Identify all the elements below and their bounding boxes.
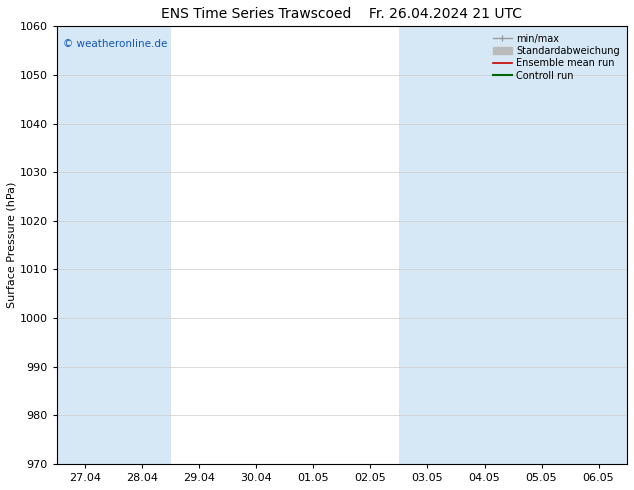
Title: ENS Time Series Trawscoed    Fr. 26.04.2024 21 UTC: ENS Time Series Trawscoed Fr. 26.04.2024… (162, 7, 522, 21)
Text: © weatheronline.de: © weatheronline.de (63, 39, 167, 49)
Bar (570, 26, 627, 464)
Bar (399, 26, 456, 464)
Bar (114, 26, 171, 464)
Y-axis label: Surface Pressure (hPa): Surface Pressure (hPa) (7, 182, 17, 308)
Bar (57, 26, 114, 464)
Bar (513, 26, 570, 464)
Bar (456, 26, 513, 464)
Legend: min/max, Standardabweichung, Ensemble mean run, Controll run: min/max, Standardabweichung, Ensemble me… (491, 31, 621, 83)
